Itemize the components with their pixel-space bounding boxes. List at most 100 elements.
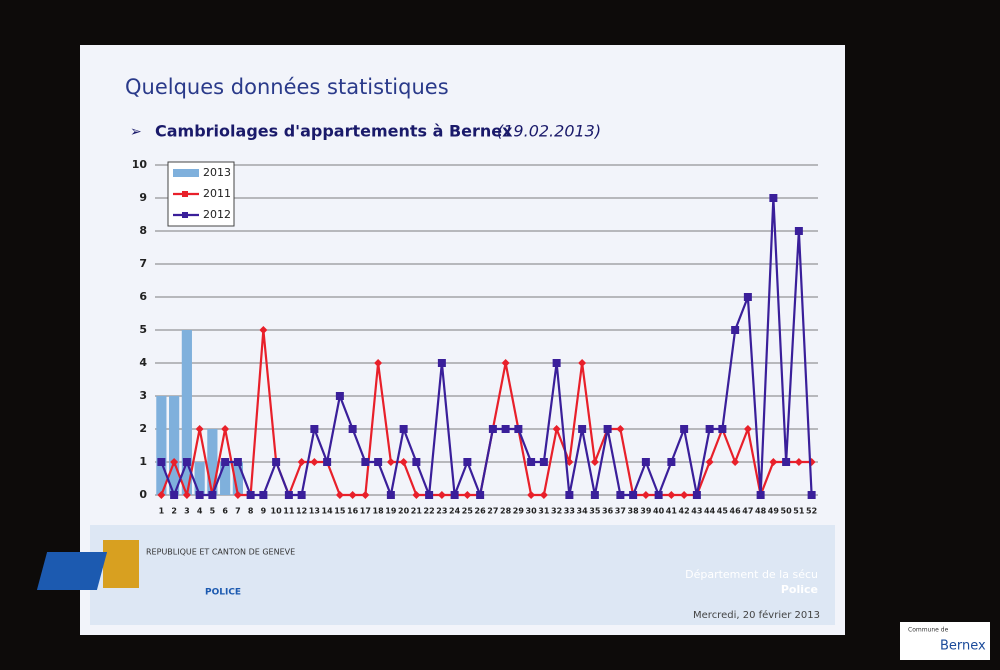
y-tick-label: 3 (139, 389, 147, 402)
x-tick-label: 26 (475, 507, 487, 516)
commune-logo (900, 622, 990, 660)
marker (374, 359, 383, 367)
x-tick-label: 21 (411, 507, 423, 516)
marker (335, 491, 344, 499)
marker (667, 491, 676, 499)
bar (169, 396, 180, 495)
marker (578, 425, 587, 433)
marker (221, 458, 230, 466)
x-tick-label: 22 (424, 507, 435, 516)
marker (323, 458, 332, 466)
bar (156, 396, 167, 495)
bar (181, 330, 192, 495)
bullet: ➢ (130, 124, 142, 140)
marker (348, 425, 357, 433)
marker (348, 491, 357, 499)
marker (641, 458, 650, 466)
marker (386, 458, 395, 466)
x-tick-label: 49 (768, 507, 780, 516)
x-tick-label: 41 (666, 507, 678, 516)
x-tick-label: 42 (679, 507, 690, 516)
x-tick-label: 8 (248, 507, 254, 516)
marker (233, 491, 242, 499)
x-tick-label: 51 (793, 507, 805, 516)
x-tick-label: 37 (615, 507, 626, 516)
marker (680, 491, 689, 499)
marker (782, 458, 791, 466)
marker (170, 458, 179, 466)
x-tick-label: 40 (653, 507, 665, 516)
x-tick-label: 30 (526, 507, 538, 516)
bar (194, 462, 205, 495)
marker (769, 458, 778, 466)
marker (501, 425, 510, 433)
marker (578, 359, 587, 367)
commune-prefix: Commune de (908, 627, 949, 634)
y-tick-label: 8 (139, 224, 147, 237)
marker (412, 491, 421, 499)
marker (794, 227, 803, 235)
legend-marker (182, 191, 188, 197)
x-tick-label: 31 (538, 507, 550, 516)
x-tick-label: 12 (296, 507, 307, 516)
marker (539, 491, 548, 499)
marker (157, 491, 166, 499)
marker (590, 491, 599, 499)
marker (259, 491, 268, 499)
commune-name: Bernex (940, 639, 986, 654)
y-tick-label: 9 (139, 191, 147, 204)
x-tick-label: 47 (742, 507, 753, 516)
slide-heading: Quelques données statistiques (125, 75, 449, 99)
marker (527, 458, 536, 466)
legend-swatch (173, 169, 199, 177)
x-tick-label: 1 (159, 507, 165, 516)
marker (437, 491, 446, 499)
marker (208, 491, 217, 499)
x-tick-label: 5 (210, 507, 216, 516)
x-tick-label: 36 (602, 507, 614, 516)
marker (539, 458, 548, 466)
date: Mercredi, 20 février 2013 (693, 609, 820, 621)
marker (450, 491, 459, 499)
bar (207, 429, 218, 495)
x-tick-label: 10 (271, 507, 283, 516)
x-tick-label: 44 (704, 507, 716, 516)
marker (284, 491, 293, 499)
y-tick-label: 10 (132, 158, 148, 171)
marker (297, 491, 306, 499)
marker (743, 425, 752, 433)
marker (552, 425, 561, 433)
marker (807, 491, 816, 499)
marker (552, 359, 561, 367)
x-tick-label: 38 (628, 507, 640, 516)
x-tick-label: 20 (398, 507, 410, 516)
bar (232, 462, 243, 495)
x-tick-label: 48 (755, 507, 767, 516)
marker (756, 491, 765, 499)
marker (705, 458, 714, 466)
marker (743, 293, 752, 301)
x-tick-label: 45 (717, 507, 729, 516)
marker (590, 458, 599, 466)
x-tick-label: 34 (577, 507, 589, 516)
x-tick-label: 23 (436, 507, 447, 516)
marker (488, 425, 497, 433)
marker (527, 491, 536, 499)
x-tick-label: 35 (589, 507, 601, 516)
x-tick-label: 46 (730, 507, 742, 516)
x-tick-label: 25 (462, 507, 474, 516)
marker (361, 458, 370, 466)
marker (603, 425, 612, 433)
service: Police (781, 583, 818, 596)
marker (233, 458, 242, 466)
marker (221, 425, 230, 433)
x-tick-label: 43 (691, 507, 702, 516)
marker (705, 425, 714, 433)
marker (246, 491, 255, 499)
marker (399, 425, 408, 433)
marker (654, 491, 663, 499)
x-tick-label: 18 (373, 507, 385, 516)
marker (437, 359, 446, 367)
x-tick-label: 4 (197, 507, 203, 516)
